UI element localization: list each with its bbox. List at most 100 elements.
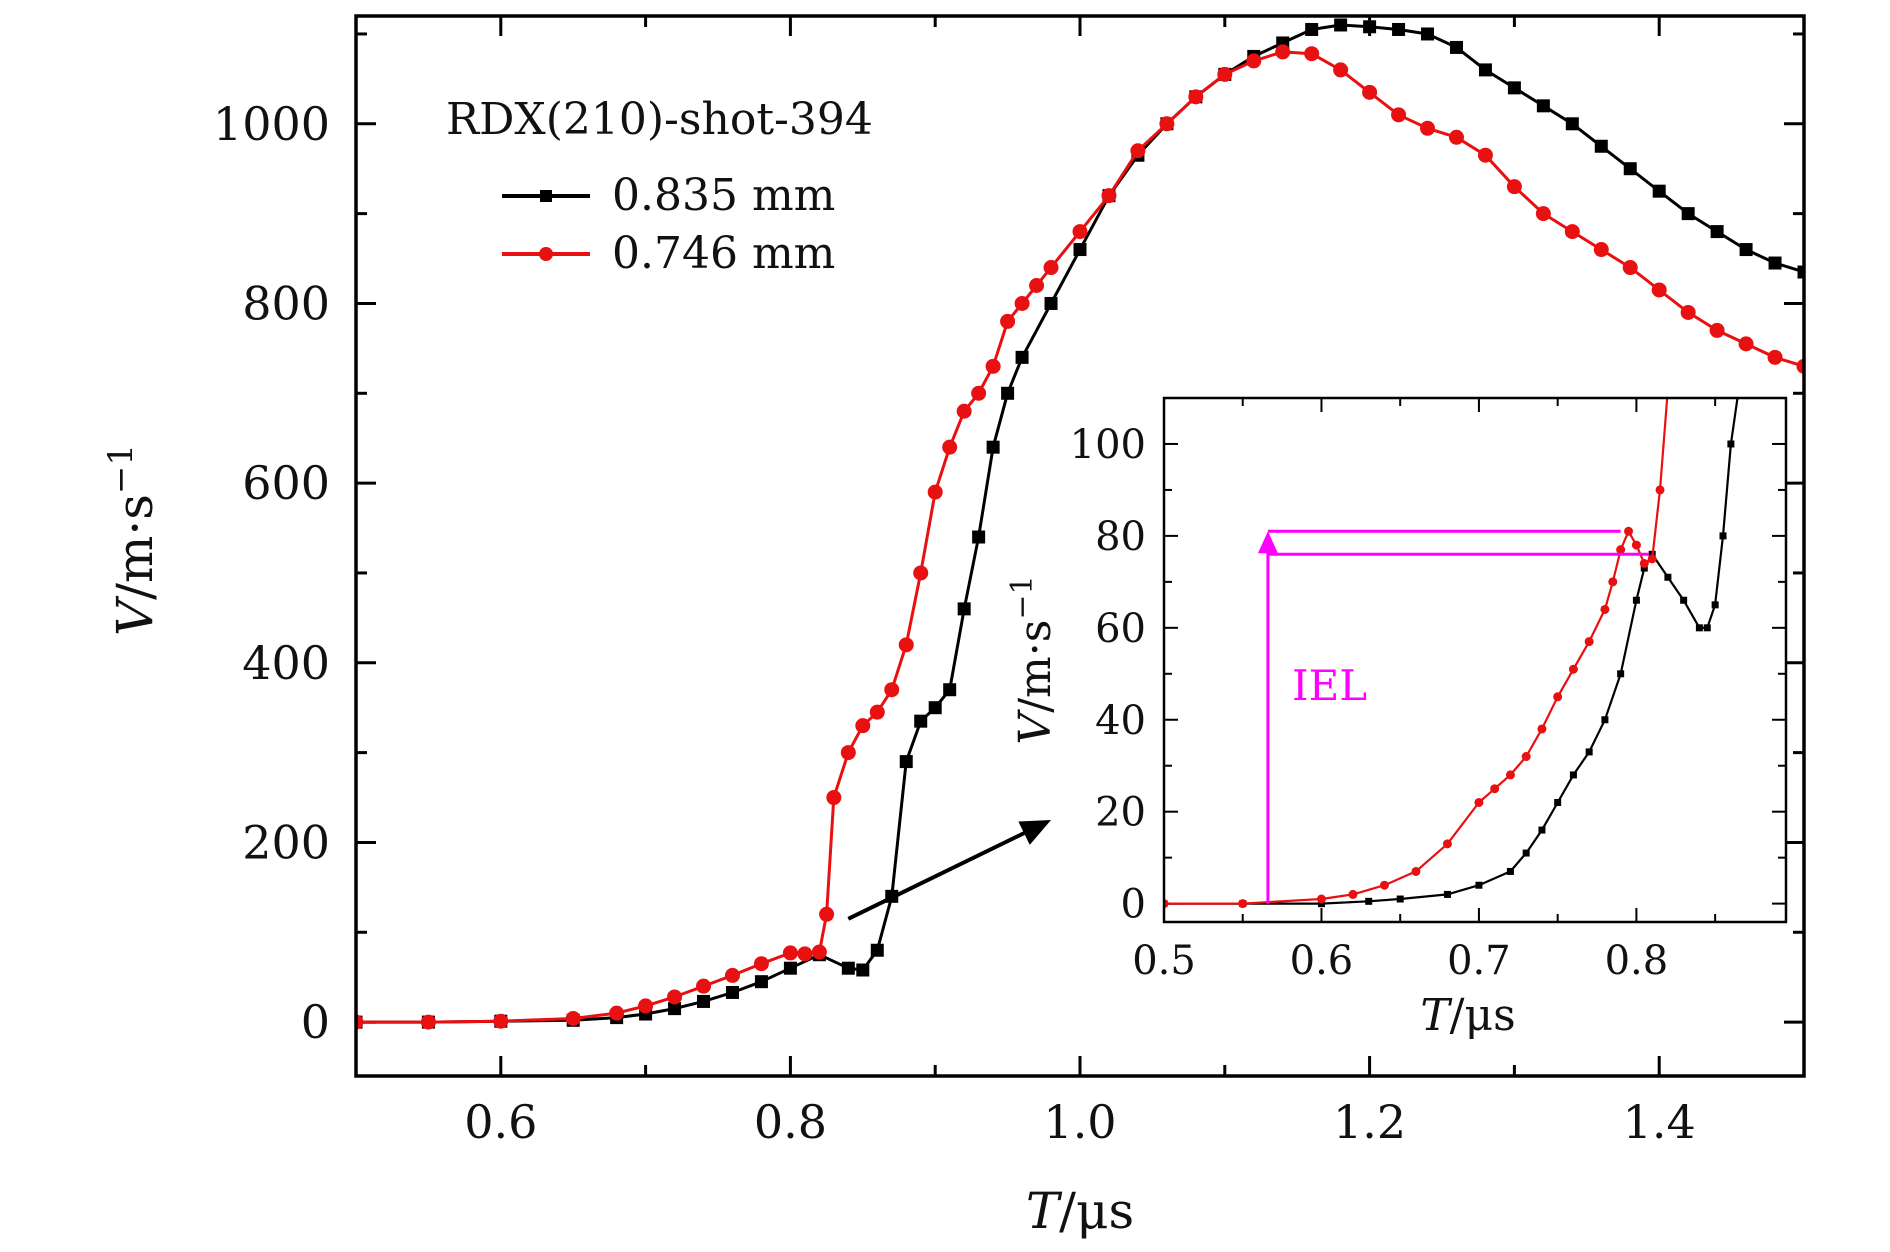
main-point-square bbox=[957, 602, 971, 616]
main-ticks bbox=[356, 16, 1804, 1076]
main-point-circle bbox=[1391, 107, 1407, 123]
main-point-square bbox=[1623, 162, 1637, 176]
main-y-tick-label: 200 bbox=[242, 815, 330, 869]
inset-point-circle bbox=[1584, 637, 1594, 647]
main-point-circle bbox=[1448, 129, 1464, 145]
main-point-square bbox=[1044, 296, 1058, 310]
main-x-tick-labels: 0.6 0.8 1.0 1.2 1.4 bbox=[464, 1095, 1696, 1149]
main-point-circle bbox=[1535, 206, 1551, 222]
main-point-circle bbox=[565, 1011, 581, 1027]
inset-point-square bbox=[1522, 849, 1530, 857]
inset-point-circle bbox=[1474, 797, 1484, 807]
main-point-circle bbox=[797, 946, 813, 962]
inset-y-tick-label: 60 bbox=[1095, 606, 1146, 652]
main-point-square bbox=[1652, 184, 1666, 198]
main-point-square bbox=[1305, 22, 1319, 36]
main-x-tick-label: 0.8 bbox=[754, 1095, 827, 1149]
inset-point-square bbox=[1632, 596, 1640, 604]
main-point-circle bbox=[855, 718, 871, 734]
inset-point-circle bbox=[1616, 545, 1626, 555]
main-y-axis-var: V bbox=[106, 595, 164, 636]
main-x-axis-unit: /μs bbox=[1059, 1182, 1134, 1240]
main-series-line bbox=[356, 23, 1804, 1024]
main-point-square bbox=[1594, 139, 1608, 153]
main-y-tick-label: 800 bbox=[242, 276, 330, 330]
main-point-square bbox=[943, 683, 957, 697]
inset-point-square bbox=[1506, 867, 1514, 875]
main-point-circle bbox=[971, 385, 987, 401]
main-y-axis-exp: −1 bbox=[101, 444, 141, 494]
main-point-square bbox=[841, 961, 855, 975]
inset-series-black bbox=[1164, 398, 1739, 908]
inset-y-tick-label: 40 bbox=[1095, 698, 1146, 744]
inset-point-square bbox=[1703, 624, 1711, 632]
inset-point-square bbox=[1695, 624, 1703, 632]
main-point-circle bbox=[1304, 46, 1320, 62]
legend-item-black: 0.835 mm bbox=[502, 170, 835, 221]
inset-point-square bbox=[1443, 890, 1451, 898]
legend-label-black: 0.835 mm bbox=[612, 170, 835, 221]
main-point-circle bbox=[819, 906, 835, 922]
main-point-circle bbox=[942, 439, 958, 455]
main-x-tick-label: 0.6 bbox=[464, 1095, 537, 1149]
main-point-circle bbox=[1275, 44, 1291, 60]
inset-point-circle bbox=[1490, 784, 1500, 794]
main-point-circle bbox=[1029, 277, 1045, 293]
main-y-tick-labels: 0 200 400 600 800 1000 bbox=[213, 97, 330, 1049]
inset-point-square bbox=[1711, 601, 1719, 609]
main-point-square bbox=[1421, 27, 1435, 41]
inset-point-circle bbox=[1553, 692, 1563, 702]
inset-x-tick-label: 0.8 bbox=[1605, 938, 1669, 984]
main-point-circle bbox=[898, 637, 914, 653]
inset-point-circle bbox=[1631, 540, 1641, 550]
main-y-tick-label: 1000 bbox=[213, 97, 330, 151]
annotation-arrow bbox=[847, 819, 1052, 921]
inset-y-axis-unit: /m·s bbox=[1010, 620, 1061, 713]
inset-point-circle bbox=[1600, 604, 1610, 614]
inset-point-circle bbox=[1647, 554, 1657, 564]
main-point-circle bbox=[356, 1014, 364, 1030]
main-point-square bbox=[725, 985, 739, 999]
legend-marker-red bbox=[539, 247, 553, 261]
main-point-circle bbox=[493, 1013, 509, 1029]
main-point-square bbox=[899, 755, 913, 769]
inset-y-tick-label: 20 bbox=[1095, 790, 1146, 836]
legend: RDX(210)-shot-394 0.835 mm 0.746 mm bbox=[446, 94, 873, 279]
inset-point-square bbox=[1664, 573, 1672, 581]
legend-label-red: 0.746 mm bbox=[612, 228, 835, 279]
inset-point-circle bbox=[1379, 880, 1389, 890]
main-x-tick-label: 1.2 bbox=[1333, 1095, 1406, 1149]
main-point-circle bbox=[869, 704, 885, 720]
main-point-circle bbox=[1130, 143, 1146, 159]
inset-x-tick-label: 0.6 bbox=[1290, 938, 1354, 984]
main-point-square bbox=[1536, 99, 1550, 113]
inset-y-axis-exp: −1 bbox=[1005, 575, 1040, 619]
inset-series bbox=[1164, 398, 1739, 909]
inset-y-tick-label: 0 bbox=[1121, 882, 1146, 928]
main-point-circle bbox=[638, 998, 654, 1014]
main-point-circle bbox=[1796, 358, 1804, 374]
inset-point-square bbox=[1538, 826, 1546, 834]
main-point-square bbox=[914, 714, 928, 728]
inset-point-square bbox=[1554, 798, 1562, 806]
main-point-circle bbox=[884, 682, 900, 698]
main-point-circle bbox=[1680, 304, 1696, 320]
main-point-square bbox=[1739, 243, 1753, 257]
inset-point-square bbox=[1317, 900, 1325, 908]
main-point-square bbox=[1478, 63, 1492, 77]
iel-arrow-head bbox=[1257, 531, 1278, 554]
inset-point-circle bbox=[1655, 485, 1665, 495]
inset-y-tick-label: 80 bbox=[1095, 514, 1146, 560]
main-point-circle bbox=[826, 790, 842, 806]
main-point-circle bbox=[1101, 188, 1117, 204]
inset-y-tick-labels: 0 20 40 60 80 100 bbox=[1070, 422, 1146, 928]
inset-chart: 0.5 0.6 0.7 0.8 0 20 40 60 80 100 IEL T/μs V/m·s… bbox=[1005, 396, 1788, 1041]
main-y-tick-label: 400 bbox=[242, 636, 330, 690]
inset-x-tick-labels: 0.5 0.6 0.7 0.8 bbox=[1132, 938, 1668, 984]
main-x-tick-label: 1.0 bbox=[1043, 1095, 1116, 1149]
main-point-circle bbox=[1477, 147, 1493, 163]
legend-item-red: 0.746 mm bbox=[502, 228, 835, 279]
main-point-circle bbox=[782, 945, 798, 961]
